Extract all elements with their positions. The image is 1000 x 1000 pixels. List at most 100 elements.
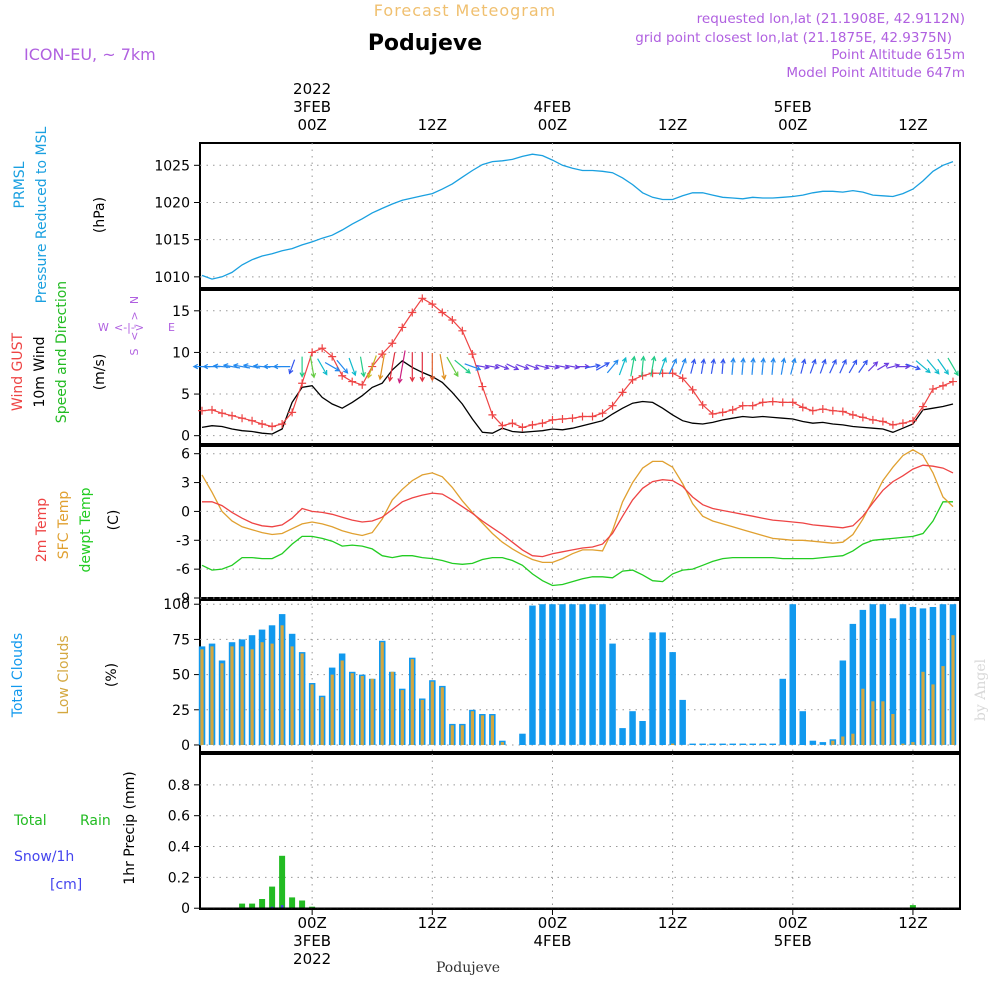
rain-bar — [259, 899, 266, 909]
wind-gust-marker — [778, 398, 787, 407]
low-cloud-bar — [470, 711, 474, 745]
total-cloud-bar — [739, 743, 746, 745]
wind-gust-marker — [248, 416, 257, 425]
wind-direction-arrow — [387, 352, 396, 383]
wind-direction-arrow — [740, 357, 746, 375]
bottom-time-label: 12Z — [898, 914, 927, 932]
rain-bar — [289, 897, 296, 909]
rain-bar — [279, 855, 286, 909]
wind-gust-marker — [578, 412, 587, 421]
wind-gust-marker — [428, 300, 437, 309]
rain-bar — [309, 906, 316, 909]
precip-ytick-label: 0.4 — [168, 840, 190, 856]
pressure-panel: 1010 1015 1020 1025 — [154, 142, 961, 289]
wind-gust-marker — [238, 414, 247, 423]
top-time-label: 00Z — [297, 116, 326, 134]
wind-direction-arrow — [429, 353, 436, 382]
rain-bar — [909, 905, 916, 909]
wind-gust-marker — [568, 414, 577, 423]
wind-direction-arrow — [446, 356, 459, 378]
precip-frame — [199, 753, 961, 910]
ylabel-hpa: (hPa) — [92, 197, 108, 233]
compass-ns-arrow: < - > — [128, 311, 141, 340]
bottom-time-label: 12Z — [418, 914, 447, 932]
total-cloud-bar — [799, 711, 806, 745]
low-cloud-bar — [671, 743, 675, 745]
precip-ytick-label: 0.8 — [168, 778, 190, 794]
wind-direction-arrow — [780, 357, 787, 375]
top-time-label: 00Z — [538, 116, 567, 134]
top-time-label: 12Z — [658, 116, 687, 134]
wind-direction-arrow — [419, 352, 425, 383]
total-cloud-bar — [899, 604, 907, 745]
total-cloud-bar — [619, 728, 626, 745]
wind-gust-marker — [728, 405, 737, 414]
wind-ytick-label: 10 — [172, 345, 190, 361]
wind-gust-marker — [408, 308, 417, 317]
ylabel-c: (C) — [106, 510, 122, 531]
wind-gust-marker — [798, 403, 807, 412]
wind-gust-marker — [498, 421, 507, 430]
wind-gust-marker — [198, 406, 207, 415]
wind-gust-marker — [768, 397, 777, 406]
low-cloud-bar — [310, 684, 314, 745]
total-cloud-bar — [879, 604, 887, 745]
wind-gust-marker — [918, 402, 927, 411]
rain-bar — [249, 903, 256, 909]
ylabel-total-clouds: Total Clouds — [10, 633, 26, 718]
wind-direction-arrow — [839, 358, 847, 374]
wind-direction-arrow — [770, 357, 776, 375]
wind-direction-arrow — [212, 363, 231, 369]
wind-gust-marker — [938, 381, 947, 390]
wind-direction-arrow — [937, 358, 949, 376]
legend-total: Total — [13, 813, 47, 829]
bottom-time-label: 3FEB — [293, 932, 331, 950]
header-gridpoint: grid point closest lon,lat (21.1875E, 42… — [635, 30, 952, 46]
panel-y-labels: PRMSL Pressure Reduced to MSL (hPa) Wind GU… — [10, 126, 175, 893]
low-cloud-bar — [420, 699, 424, 745]
wind-direction-arrow — [595, 362, 610, 371]
bottom-time-label: 12Z — [658, 914, 687, 932]
total-cloud-bar — [779, 678, 786, 745]
wind-direction-arrow — [606, 359, 619, 374]
wind-gust-marker — [328, 352, 337, 361]
wind-gust-marker — [898, 419, 907, 428]
low-cloud-bar — [250, 649, 254, 745]
wind-gust-marker — [348, 377, 357, 386]
legend-snow: Snow/1h — [14, 849, 74, 865]
header-location: Podujeve — [368, 31, 482, 56]
wind-direction-arrow — [359, 356, 366, 378]
pressure-ytick-label: 1020 — [154, 195, 190, 211]
wind-direction-arrow — [905, 363, 921, 371]
total-cloud-bar — [599, 604, 606, 745]
wind-gust-marker — [268, 422, 277, 431]
temperature-ytick-label: 0 — [181, 504, 190, 520]
dewpoint-line — [201, 501, 953, 587]
wind-gust-marker — [508, 419, 517, 428]
wind-direction-arrow — [454, 359, 471, 374]
low-cloud-bar — [430, 681, 434, 745]
ylabel-prmsl: PRMSL — [12, 161, 28, 208]
wind-gust-marker — [608, 401, 617, 410]
wind-gust-marker — [718, 408, 727, 417]
low-cloud-bar — [300, 653, 304, 745]
total-cloud-bar — [689, 743, 696, 745]
wind-gust-marker — [518, 423, 527, 432]
compass-w: W — [98, 321, 109, 334]
wind-gust-marker — [868, 415, 877, 424]
wind-gust-marker — [928, 385, 937, 394]
low-cloud-bar — [881, 701, 885, 745]
low-cloud-bar — [410, 659, 414, 745]
wind-direction-arrow — [819, 358, 827, 374]
clouds-ytick-label: 50 — [172, 668, 190, 684]
wind-direction-arrow — [516, 363, 530, 370]
wind-gust-marker — [258, 420, 267, 429]
wind-direction-arrow — [915, 360, 931, 374]
temperature-ytick-label: 3 — [181, 476, 190, 492]
total-cloud-bar — [719, 743, 726, 745]
precip-ytick-label: 0 — [181, 901, 190, 917]
low-cloud-bar — [260, 642, 264, 745]
low-cloud-bar — [490, 715, 494, 745]
low-cloud-bar — [330, 674, 334, 745]
total-cloud-bar — [569, 604, 576, 745]
